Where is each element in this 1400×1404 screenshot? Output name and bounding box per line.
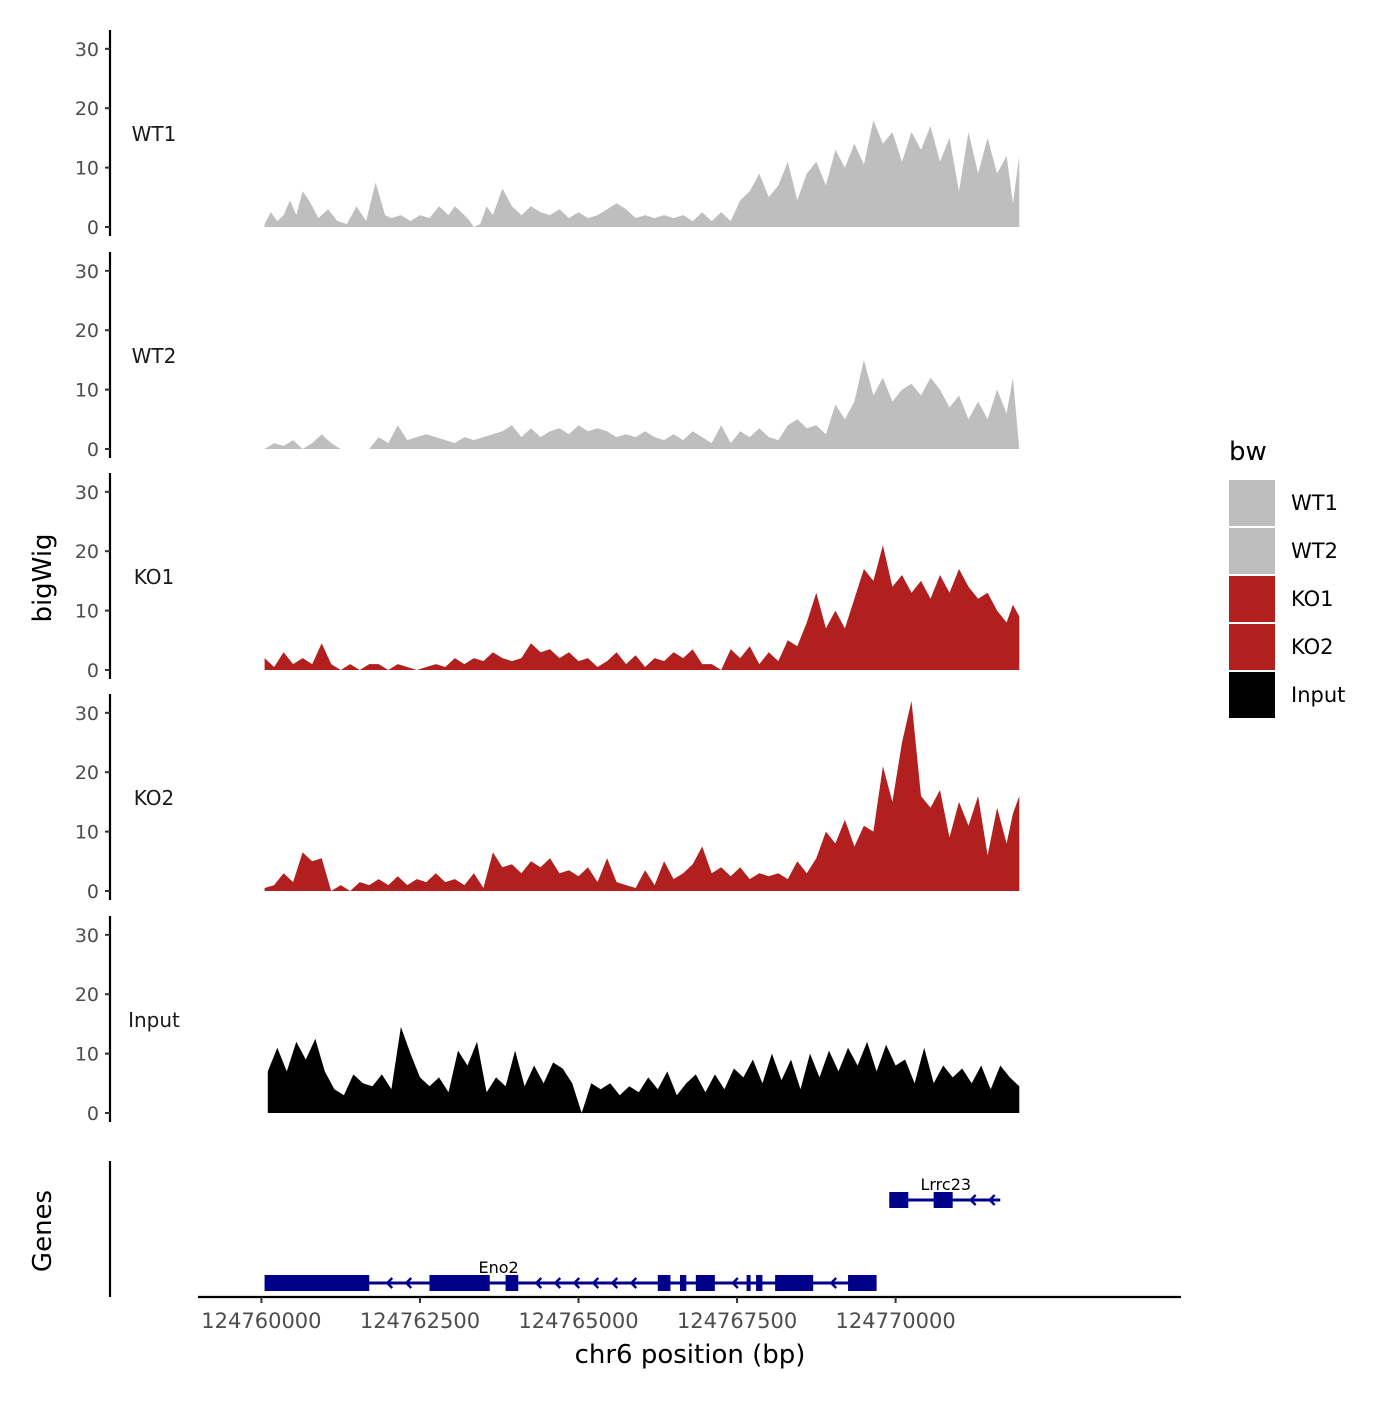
y-tick-label: 30 <box>75 482 99 504</box>
strand-arrow <box>572 1277 581 1289</box>
legend-label: KO1 <box>1291 587 1334 611</box>
strand-arrow <box>610 1277 619 1289</box>
y-tick-label: 20 <box>75 320 99 342</box>
y-tick-label: 0 <box>87 439 99 461</box>
y-tick-label: 30 <box>75 39 99 61</box>
x-tick-label: 124760000 <box>201 1309 321 1333</box>
legend-item-wt1: WT1 <box>1229 480 1338 526</box>
panel-label-ko1: KO1 <box>134 565 175 589</box>
strand-arrow <box>987 1194 996 1206</box>
y-tick-label: 0 <box>87 217 99 239</box>
legend: bw WT1 WT2 KO1 KO2 Input <box>1229 437 1345 718</box>
exon <box>429 1275 490 1291</box>
track-panel-input: 0 10 20 30 Input <box>75 916 1020 1125</box>
strand-arrow <box>629 1277 638 1289</box>
gene-label-lrrc23: Lrrc23 <box>920 1175 971 1194</box>
legend-swatch <box>1229 576 1275 622</box>
x-tick-label: 124765000 <box>518 1309 638 1333</box>
exon <box>657 1275 671 1291</box>
gene-track: Lrrc23 Eno2 <box>108 1161 1001 1297</box>
area-ko2 <box>264 700 1020 891</box>
strand-arrow <box>731 1277 739 1289</box>
strand-arrow <box>591 1277 600 1289</box>
y-tick-label: 20 <box>75 762 99 784</box>
track-panel-wt1: 0 10 20 30 WT1 <box>75 30 1020 239</box>
exon <box>746 1275 751 1291</box>
panel-label-input: Input <box>128 1008 180 1032</box>
strand-arrow <box>534 1277 543 1289</box>
y-tick-label: 10 <box>75 158 99 180</box>
exon <box>848 1275 877 1291</box>
strand-arrow <box>404 1277 413 1289</box>
legend-item-input: Input <box>1229 672 1345 718</box>
panel-label-wt2: WT2 <box>132 344 177 368</box>
genes-axis-title: Genes <box>28 1190 58 1272</box>
legend-label: KO2 <box>1291 635 1334 659</box>
track-panel-ko2: 0 10 20 30 KO2 <box>75 694 1020 903</box>
legend-swatch <box>1229 528 1275 574</box>
y-axis-title: bigWig <box>28 533 58 622</box>
y-tick-label: 20 <box>75 541 99 563</box>
y-tick-label: 0 <box>87 660 99 682</box>
strand-arrow <box>829 1277 838 1289</box>
legend-item-wt2: WT2 <box>1229 528 1338 574</box>
legend-swatch <box>1229 624 1275 670</box>
legend-item-ko2: KO2 <box>1229 624 1334 670</box>
strand-arrow <box>553 1277 562 1289</box>
x-tick-label: 124767500 <box>677 1309 797 1333</box>
track-panel-wt2: 0 10 20 30 WT2 <box>75 252 1020 461</box>
area-wt2 <box>264 359 1020 449</box>
area-input <box>267 1026 1020 1113</box>
y-tick-label: 30 <box>75 703 99 725</box>
exon <box>695 1275 715 1291</box>
gene-eno2: Eno2 <box>264 1258 877 1291</box>
panel-label-wt1: WT1 <box>132 122 177 146</box>
y-tick-label: 10 <box>75 1044 99 1066</box>
exon <box>756 1275 763 1291</box>
x-axis-title: chr6 position (bp) <box>575 1340 806 1370</box>
y-tick-label: 10 <box>75 601 99 623</box>
track-panels: 0 10 20 30 WT1 0 10 20 30 WT2 0 10 20 30 KO1 0 10 20 30 KO2… <box>75 30 1020 1125</box>
strand-arrow <box>385 1277 394 1289</box>
exon <box>889 1192 909 1208</box>
legend-label: WT1 <box>1291 491 1338 515</box>
x-tick-label: 124762500 <box>360 1309 480 1333</box>
legend-swatch <box>1229 480 1275 526</box>
exon <box>679 1275 687 1291</box>
y-tick-label: 0 <box>87 1103 99 1125</box>
legend-swatch <box>1229 672 1275 718</box>
exon <box>264 1275 370 1291</box>
strand-arrow <box>968 1194 977 1206</box>
y-tick-label: 30 <box>75 261 99 283</box>
y-tick-label: 30 <box>75 925 99 947</box>
exon <box>775 1275 814 1291</box>
legend-label: WT2 <box>1291 539 1338 563</box>
panel-label-ko2: KO2 <box>134 786 175 810</box>
gene-label-eno2: Eno2 <box>478 1258 518 1277</box>
y-tick-label: 20 <box>75 98 99 120</box>
y-tick-label: 10 <box>75 822 99 844</box>
y-tick-label: 10 <box>75 380 99 402</box>
area-ko1 <box>264 545 1020 670</box>
track-panel-ko1: 0 10 20 30 KO1 <box>75 473 1020 682</box>
x-axis: 124760000 124762500 124765000 124767500 1247… <box>198 1295 1181 1333</box>
exon <box>933 1192 953 1208</box>
legend-title: bw <box>1229 437 1267 467</box>
legend-label: Input <box>1291 683 1345 707</box>
area-wt1 <box>264 120 1020 227</box>
y-tick-label: 20 <box>75 984 99 1006</box>
y-tick-label: 0 <box>87 881 99 903</box>
legend-item-ko1: KO1 <box>1229 576 1334 622</box>
gene-lrrc23: Lrrc23 <box>889 1175 1001 1208</box>
x-tick-label: 124770000 <box>835 1309 955 1333</box>
exon <box>505 1275 519 1291</box>
